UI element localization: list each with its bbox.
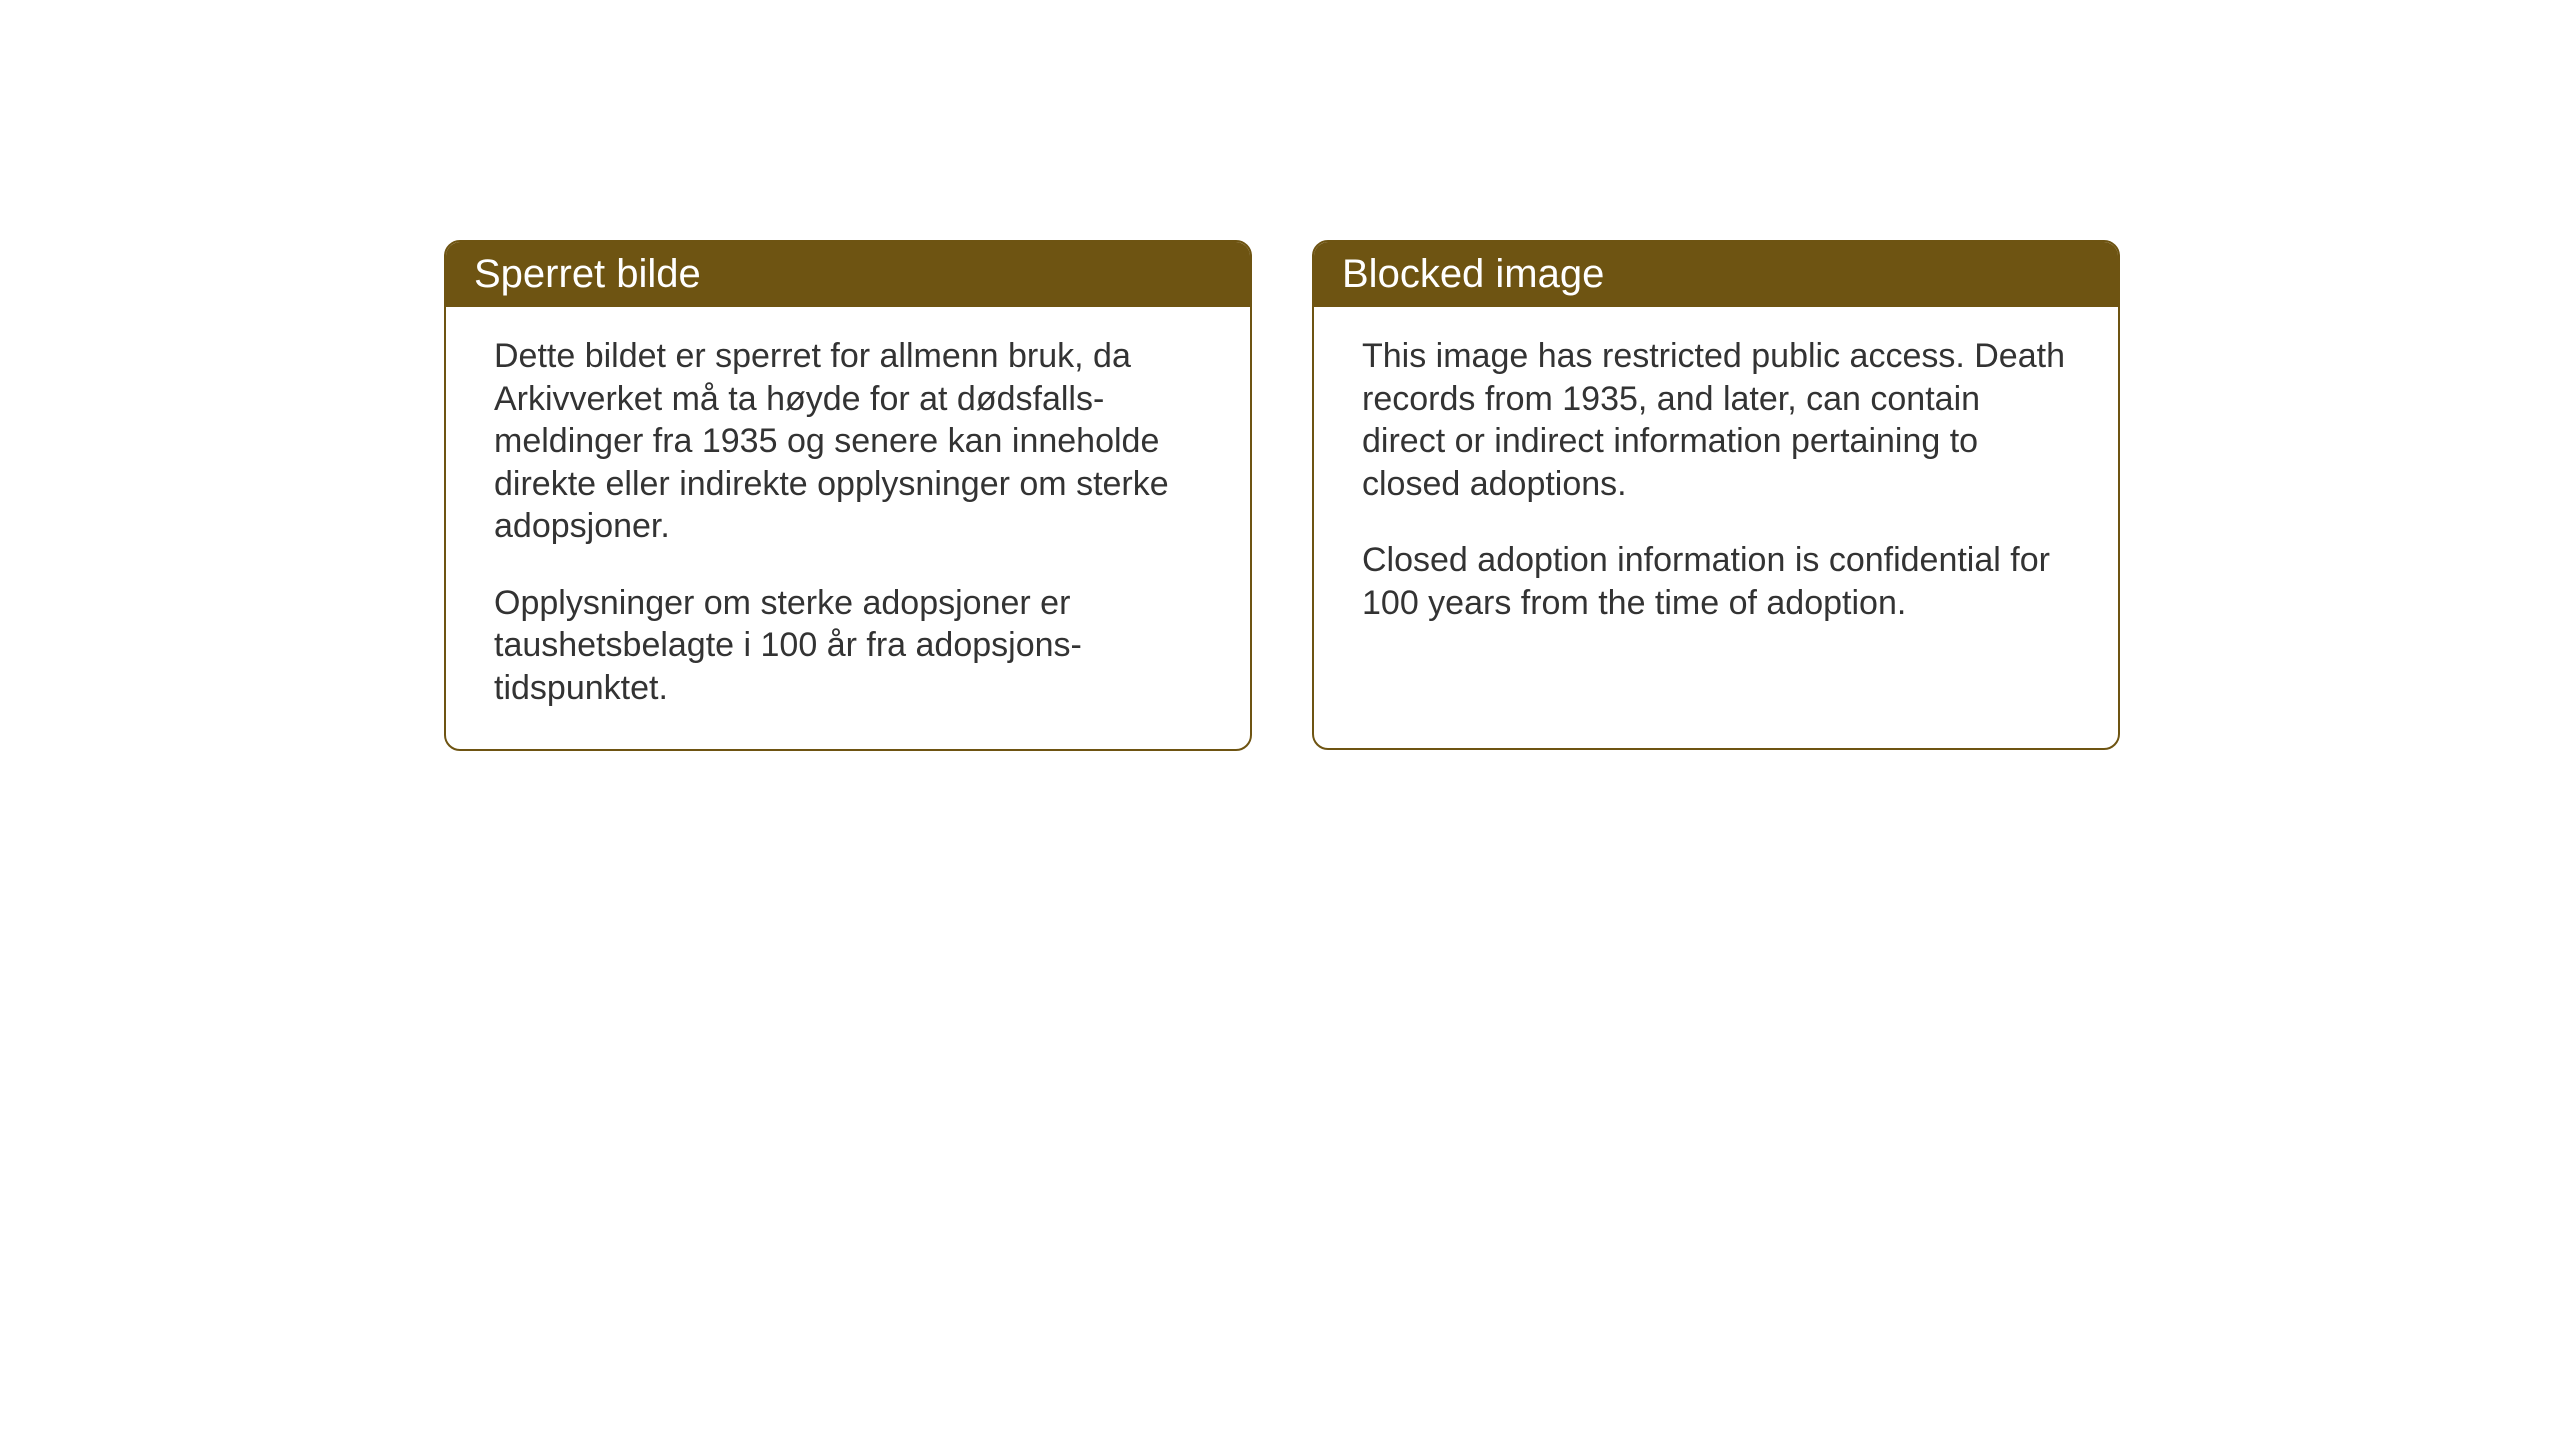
card-body-norwegian: Dette bildet er sperret for allmenn bruk… bbox=[446, 307, 1250, 749]
card-paragraph2-norwegian: Opplysninger om sterke adopsjoner er tau… bbox=[494, 582, 1202, 710]
card-body-english: This image has restricted public access.… bbox=[1314, 307, 2118, 664]
card-title-norwegian: Sperret bilde bbox=[474, 252, 701, 296]
card-header-norwegian: Sperret bilde bbox=[446, 242, 1250, 307]
card-paragraph1-english: This image has restricted public access.… bbox=[1362, 335, 2070, 505]
card-paragraph2-english: Closed adoption information is confident… bbox=[1362, 539, 2070, 624]
card-header-english: Blocked image bbox=[1314, 242, 2118, 307]
card-paragraph1-norwegian: Dette bildet er sperret for allmenn bruk… bbox=[494, 335, 1202, 548]
card-title-english: Blocked image bbox=[1342, 252, 1604, 296]
blocked-image-card-english: Blocked image This image has restricted … bbox=[1312, 240, 2120, 750]
blocked-image-card-norwegian: Sperret bilde Dette bildet er sperret fo… bbox=[444, 240, 1252, 751]
cards-container: Sperret bilde Dette bildet er sperret fo… bbox=[444, 240, 2120, 751]
